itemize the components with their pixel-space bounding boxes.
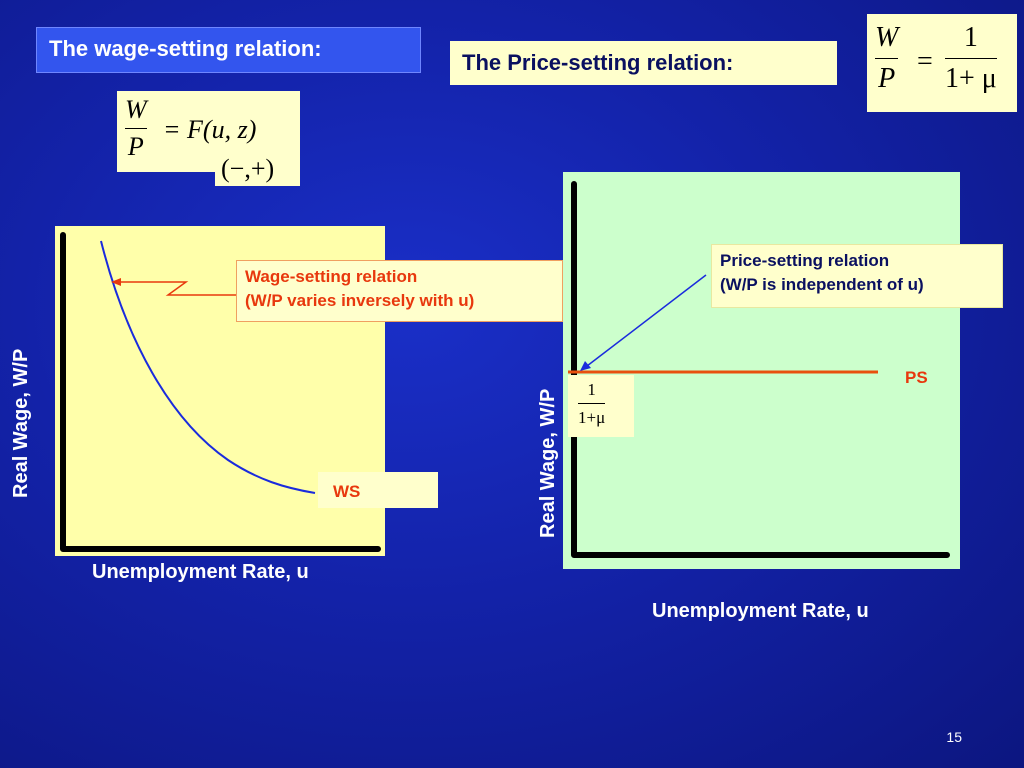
price-formula-one: 1: [963, 22, 978, 53]
left-axes: [60, 232, 381, 552]
wage-formula-rhs: = F(u, z): [163, 115, 257, 144]
ws-label: WS: [333, 482, 361, 501]
price-formula: W P = 1 1+ μ: [867, 14, 1017, 112]
ps-annotation-line1: Price-setting relation: [720, 251, 890, 270]
ws-curve: [100, 240, 316, 494]
wage-formula-p: P: [127, 132, 144, 161]
ws-label-box: [318, 472, 438, 508]
wage-formula-signs-box: (−,+): [215, 152, 300, 186]
right-x-axis-label: Unemployment Rate, u: [652, 600, 869, 622]
right-axes: [571, 181, 950, 558]
price-formula-p: P: [878, 63, 896, 94]
ws-annotation-line2: (W/P varies inversely with u): [245, 290, 475, 310]
page-number: 15: [946, 729, 962, 745]
wage-formula-signs: (−,+): [221, 154, 275, 183]
price-formula-w: W: [875, 22, 899, 53]
ws-annotation-line1: Wage-setting relation: [245, 267, 418, 286]
ps-level-num: 1: [587, 380, 596, 399]
ws-annotation: Wage-setting relation (W/P varies invers…: [236, 260, 563, 322]
ps-level-box: 1 1+μ: [568, 375, 634, 437]
ps-label: PS: [905, 368, 928, 387]
wage-formula-w: W: [125, 95, 147, 124]
wage-setting-title: The wage-setting relation:: [36, 27, 421, 73]
price-setting-title: The Price-setting relation:: [450, 41, 837, 85]
ps-callout-arrowhead: [580, 361, 591, 371]
ps-annotation: Price-setting relation (W/P is independe…: [711, 244, 1003, 308]
price-formula-markup: 1+ μ: [945, 63, 997, 94]
ws-callout-leader: [116, 281, 236, 296]
ps-level-den: 1+μ: [578, 408, 606, 427]
right-y-axis-label: Real Wage, W/P: [537, 388, 559, 538]
left-x-axis-label: Unemployment Rate, u: [92, 561, 309, 583]
left-y-axis-label: Real Wage, W/P: [10, 348, 32, 498]
ws-callout-arrowhead: [111, 278, 121, 286]
ps-annotation-line2: (W/P is independent of u): [720, 274, 924, 294]
ps-callout-leader: [586, 274, 707, 367]
price-formula-equals: =: [917, 46, 933, 77]
